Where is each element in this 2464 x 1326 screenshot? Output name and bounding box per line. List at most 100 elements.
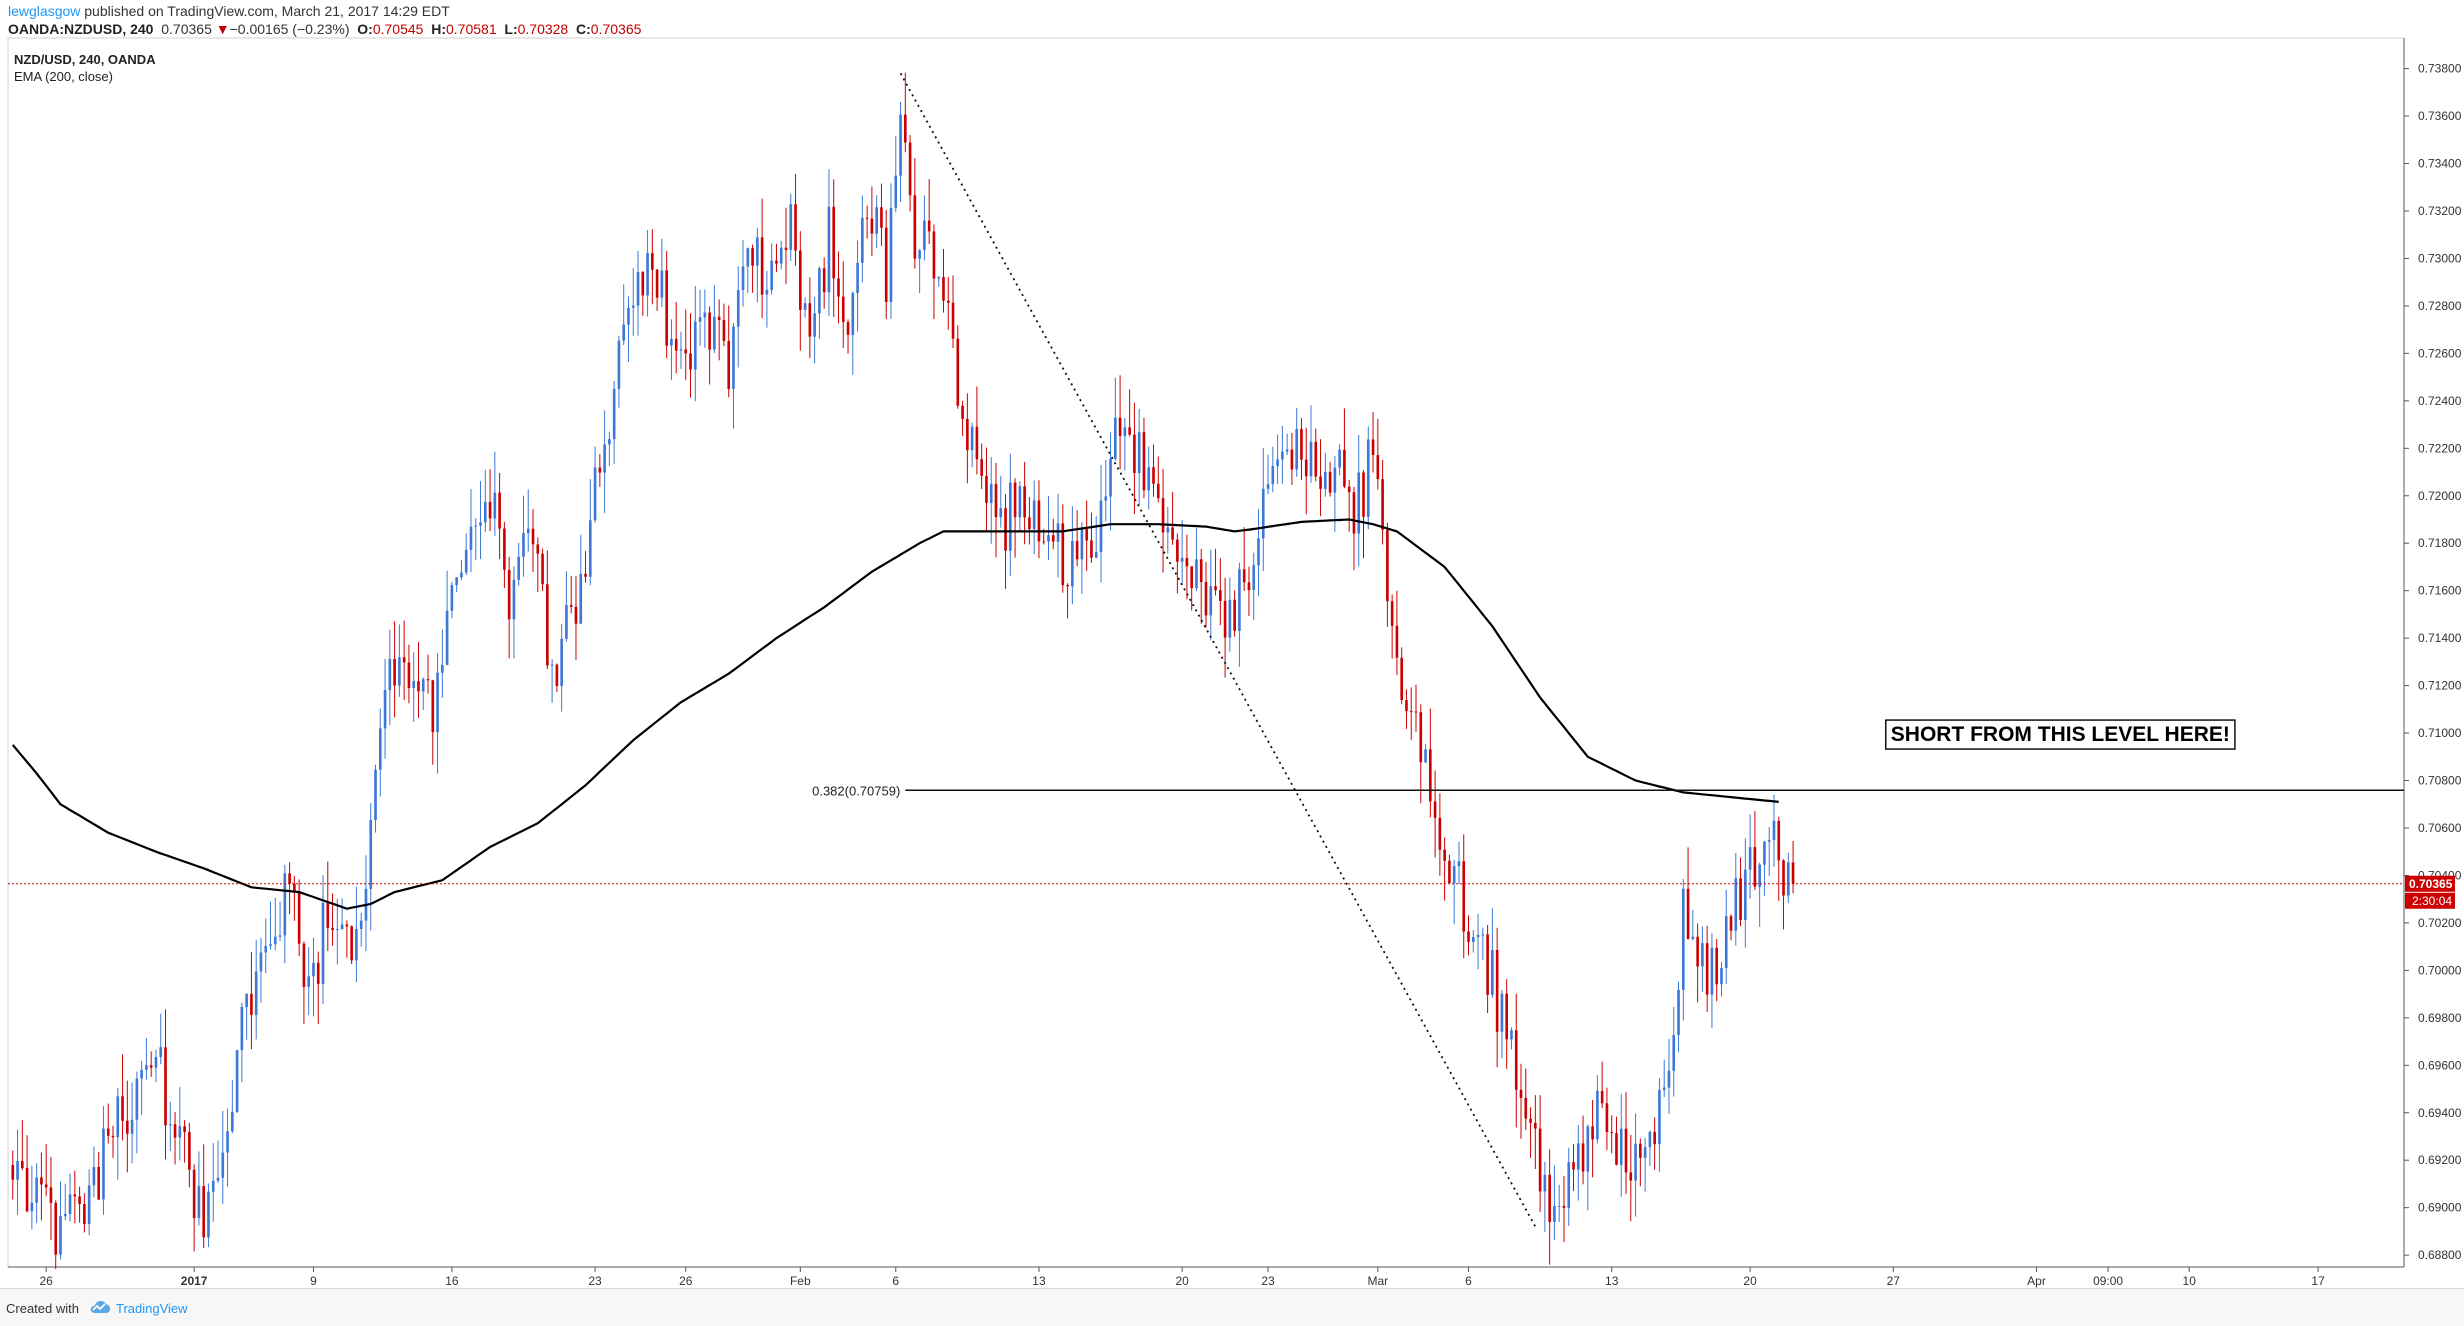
fib-level-label: 0.382(0.70759): [812, 783, 900, 798]
high-label: H:: [431, 21, 446, 37]
candle-body: [756, 237, 759, 266]
candle-body: [1672, 1035, 1676, 1071]
candle-body: [1653, 1131, 1656, 1145]
candle-body: [302, 943, 306, 987]
candle-body: [1610, 1132, 1614, 1134]
candle-body: [1018, 486, 1022, 518]
candle-body: [970, 426, 974, 451]
candle-body: [1481, 934, 1485, 936]
candle-body: [880, 207, 883, 228]
candle-body: [1242, 569, 1246, 583]
candles-layer: [11, 72, 1795, 1270]
candle-body: [1328, 471, 1332, 493]
candle-body: [1008, 482, 1012, 551]
candle-body: [374, 769, 377, 820]
x-tick-label: 20: [1743, 1274, 1757, 1288]
candle-body: [627, 307, 630, 325]
candle-body: [21, 1161, 24, 1169]
candle-body: [856, 262, 859, 294]
candle-body: [1720, 968, 1723, 985]
candle-body: [803, 303, 807, 310]
tradingview-link[interactable]: TradingView: [116, 1301, 188, 1316]
candle-body: [154, 1056, 158, 1068]
candle-body: [1605, 1103, 1609, 1133]
candle-body: [221, 1152, 225, 1178]
candle-body: [889, 207, 893, 303]
candle-body: [1285, 449, 1289, 452]
price-chart[interactable]: 0.382(0.70759) SHORT FROM THIS LEVEL HERE…: [0, 0, 2464, 1288]
candle-body: [216, 1177, 220, 1181]
candle-body: [1390, 601, 1394, 626]
candle-body: [827, 206, 831, 293]
candle-body: [1071, 540, 1074, 587]
candle-body: [1514, 1030, 1518, 1090]
candle-body: [679, 349, 683, 351]
candle-body: [269, 944, 272, 946]
candle-body: [603, 444, 606, 473]
x-tick-label: 2017: [181, 1274, 208, 1288]
candle-body: [164, 1047, 167, 1126]
candle-body: [636, 272, 640, 306]
candle-body: [445, 610, 449, 665]
candle-body: [1094, 552, 1098, 558]
candle-body: [1137, 432, 1141, 473]
candle-body: [431, 680, 435, 733]
candle-body: [966, 418, 969, 451]
candle-body: [1667, 1070, 1671, 1088]
candle-body: [250, 993, 253, 1015]
candle-body: [1782, 860, 1785, 896]
candle-body: [1791, 862, 1795, 884]
plot-area: [7, 37, 2405, 1268]
candle-body: [44, 1184, 48, 1188]
candle-body: [1338, 449, 1341, 468]
candle-body: [83, 1204, 86, 1225]
x-tick-label: 6: [892, 1274, 899, 1288]
candle-body: [1662, 1087, 1666, 1090]
candle-body: [1386, 529, 1389, 602]
candle-body: [1696, 936, 1699, 967]
candle-body: [1615, 1133, 1618, 1165]
candle-body: [1343, 449, 1346, 487]
candle-body: [593, 467, 597, 521]
candle-body: [1047, 535, 1050, 542]
candle-body: [1333, 467, 1337, 493]
legend-title: NZD/USD, 240, OANDA: [14, 52, 156, 67]
candle-body: [927, 220, 931, 232]
candle-body: [1562, 1205, 1566, 1208]
candle-body: [985, 475, 988, 504]
candle-body: [760, 237, 764, 295]
candle-body: [994, 483, 998, 518]
candle-body: [359, 920, 363, 929]
candle-body: [1257, 538, 1260, 566]
candle-body: [894, 175, 898, 208]
publisher-link[interactable]: lewglasgow: [8, 3, 81, 19]
x-tick-label: 26: [40, 1274, 54, 1288]
candle-body: [531, 528, 535, 545]
candle-body: [192, 1169, 196, 1219]
published-text: published on TradingView.com, March 21, …: [80, 3, 450, 19]
candle-body: [622, 324, 626, 341]
candle-body: [899, 114, 902, 176]
candle-body: [340, 924, 344, 930]
candle-body: [1371, 439, 1375, 456]
candle-body: [350, 926, 353, 961]
candle-body: [1195, 559, 1198, 589]
x-tick-label: 23: [1261, 1274, 1275, 1288]
candle-body: [1381, 479, 1384, 530]
candle-body: [1123, 427, 1127, 436]
candle-body: [1204, 582, 1208, 616]
candle-body: [1600, 1090, 1604, 1104]
low-label: L:: [504, 21, 518, 37]
ema-layer: [11, 518, 1779, 910]
candle-body: [1786, 862, 1790, 896]
candle-body: [1524, 1097, 1528, 1119]
x-tick-label: Apr: [2027, 1274, 2046, 1288]
candle-body: [388, 658, 392, 690]
candle-body: [1314, 441, 1318, 477]
candle-body: [1366, 439, 1370, 517]
candle-body: [1228, 599, 1232, 638]
candle-body: [1042, 541, 1046, 543]
symbol-label: OANDA:NZDUSD, 240: [8, 21, 154, 37]
candle-body: [975, 426, 979, 460]
candle-body: [908, 142, 912, 196]
